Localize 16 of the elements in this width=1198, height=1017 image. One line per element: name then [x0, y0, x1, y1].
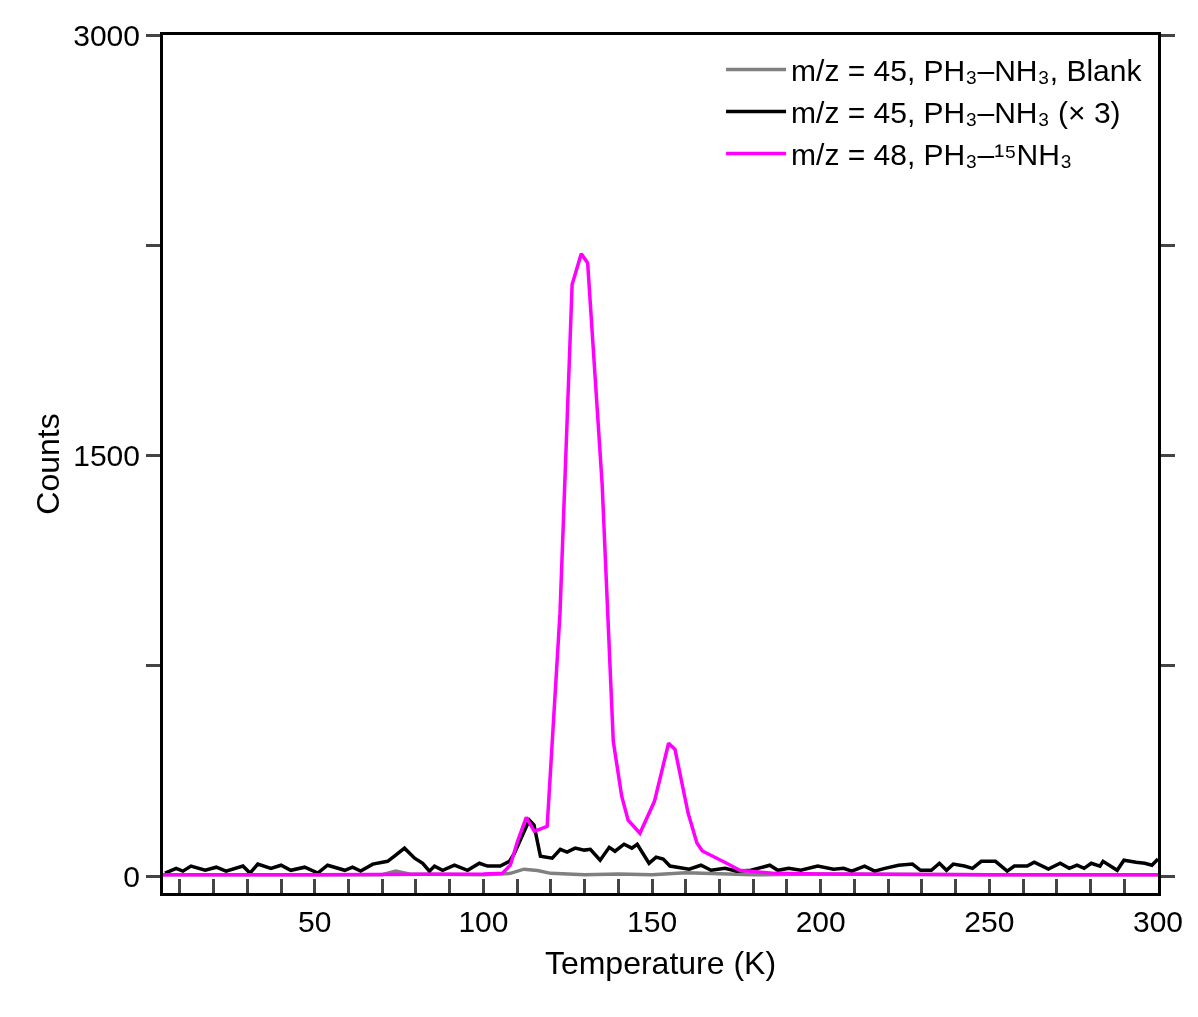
- legend-label: m/z = 45, PH₃–NH₃ (× 3): [791, 96, 1121, 130]
- x-tick-label: 50: [298, 905, 332, 938]
- line-series: [163, 818, 1158, 875]
- y-tick-label: 3000: [73, 18, 140, 52]
- legend-label: m/z = 45, PH₃–NH₃, Blank: [791, 54, 1143, 88]
- legend-label: m/z = 48, PH₃–¹⁵NH₃: [791, 138, 1073, 172]
- y-axis-title: Counts: [29, 413, 66, 515]
- line-series: [163, 251, 1158, 877]
- x-tick-label: 300: [1132, 905, 1184, 938]
- x-axis-title: Temperature (K): [544, 944, 777, 981]
- y-tick-label: 0: [123, 859, 140, 893]
- y-tick-label: 1500: [73, 439, 140, 473]
- x-tick-label: 100: [458, 905, 509, 938]
- x-tick-label: 150: [627, 905, 678, 938]
- x-tick-label: 250: [964, 905, 1015, 938]
- x-tick-label: 200: [795, 905, 846, 938]
